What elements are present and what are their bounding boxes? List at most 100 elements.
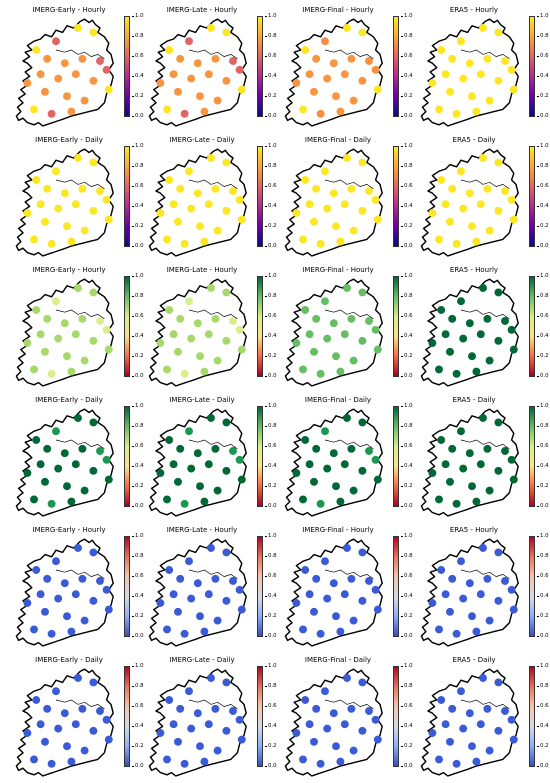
- station-marker: [329, 189, 338, 198]
- panel-title: IMERG-Final - Hourly: [302, 526, 374, 534]
- station-marker: [54, 724, 63, 733]
- station-marker: [23, 469, 32, 477]
- panel-title: ERA5 - Hourly: [449, 526, 499, 534]
- station-marker: [185, 687, 193, 696]
- station-marker: [340, 590, 349, 599]
- station-marker: [468, 612, 476, 621]
- tick-label: 0.0: [404, 503, 413, 509]
- station-marker: [349, 616, 358, 625]
- station-marker: [349, 96, 358, 105]
- station-marker: [494, 418, 503, 427]
- station-marker: [96, 577, 104, 585]
- tick-label: 0.2: [268, 223, 277, 229]
- station-marker: [102, 65, 111, 74]
- station-marker: [332, 352, 340, 361]
- station-marker: [485, 356, 494, 365]
- tick-label: 0.0: [540, 113, 549, 119]
- station-marker: [435, 625, 443, 634]
- station-marker: [74, 544, 82, 552]
- station-marker: [60, 579, 69, 588]
- station-marker: [312, 184, 321, 193]
- station-marker: [89, 596, 98, 605]
- coastline: [148, 278, 247, 387]
- station-marker: [301, 436, 310, 444]
- station-marker: [156, 339, 165, 347]
- station-marker: [78, 184, 87, 193]
- station-marker: [472, 107, 481, 116]
- station-marker: [237, 475, 246, 484]
- tick-label: 1.0: [540, 13, 549, 19]
- station-marker: [329, 449, 338, 458]
- tick-label: 0.6: [268, 313, 277, 319]
- station-marker: [501, 57, 509, 65]
- tick-label: 0.8: [268, 553, 277, 559]
- tick-mark: [537, 206, 539, 207]
- station-marker: [448, 444, 457, 453]
- station-marker: [47, 629, 56, 638]
- border-line: [55, 309, 105, 320]
- tick-mark: [537, 556, 539, 557]
- tick-mark: [401, 616, 403, 617]
- tick-label: 1.0: [540, 403, 549, 409]
- tick-mark: [265, 356, 267, 357]
- tick-mark: [401, 486, 403, 487]
- station-marker: [229, 707, 237, 715]
- station-marker: [165, 696, 174, 704]
- station-marker: [465, 189, 474, 198]
- map-panel: IMERG-Early - Hourly 1.0 0.8 0.6 0.4 0.2 0.0: [8, 5, 145, 133]
- tick-label: 0.6: [404, 573, 413, 579]
- station-marker: [441, 200, 450, 209]
- tick-label: 0.4: [268, 203, 277, 209]
- coastline: [148, 408, 247, 517]
- station-marker: [371, 585, 380, 594]
- panel-title: IMERG-Early - Hourly: [32, 266, 106, 274]
- station-marker: [452, 759, 461, 768]
- station-marker: [343, 414, 351, 422]
- station-marker: [96, 187, 104, 195]
- tick-mark: [132, 706, 134, 707]
- station-marker: [36, 70, 45, 79]
- station-marker: [485, 486, 494, 495]
- coastline: [420, 408, 519, 517]
- station-marker: [340, 330, 349, 339]
- station-marker: [435, 235, 443, 244]
- colorbar-ticks: 1.0 0.8 0.6 0.4 0.2 0.0: [401, 273, 415, 379]
- coastline: [420, 278, 519, 387]
- station-marker: [185, 427, 193, 436]
- station-marker: [343, 674, 351, 682]
- tick-label: 0.2: [135, 93, 144, 99]
- station-marker: [457, 687, 465, 696]
- station-marker: [446, 87, 454, 96]
- station-marker: [32, 46, 41, 54]
- border-line: [188, 49, 238, 60]
- tick-label: 0.8: [135, 293, 144, 299]
- station-marker: [187, 334, 196, 343]
- station-marker: [321, 557, 329, 566]
- station-marker: [63, 742, 71, 751]
- station-marker: [459, 334, 468, 343]
- station-marker: [41, 217, 49, 226]
- station-marker: [373, 345, 382, 354]
- tick-label: 0.4: [135, 723, 144, 729]
- tick-mark: [132, 356, 134, 357]
- station-marker: [371, 715, 380, 724]
- tick-label: 1.0: [135, 273, 144, 279]
- station-marker: [30, 105, 38, 114]
- station-marker: [501, 577, 509, 585]
- station-marker: [465, 709, 474, 718]
- tick-mark: [537, 146, 539, 147]
- station-marker: [52, 37, 60, 46]
- tick-label: 0.8: [404, 163, 413, 169]
- tick-label: 0.2: [404, 613, 413, 619]
- coastline: [284, 18, 383, 127]
- tick-mark: [401, 406, 403, 407]
- map-panel: IMERG-Late - Daily 1.0 0.8 0.6 0.4 0.2 0.0: [141, 395, 278, 523]
- tick-label: 0.8: [404, 423, 413, 429]
- tick-mark: [132, 206, 134, 207]
- station-marker: [104, 215, 113, 224]
- tick-label: 0.2: [135, 353, 144, 359]
- tick-mark: [265, 746, 267, 747]
- station-marker: [222, 466, 231, 475]
- coastline: [284, 148, 383, 257]
- colorbar: [393, 666, 399, 767]
